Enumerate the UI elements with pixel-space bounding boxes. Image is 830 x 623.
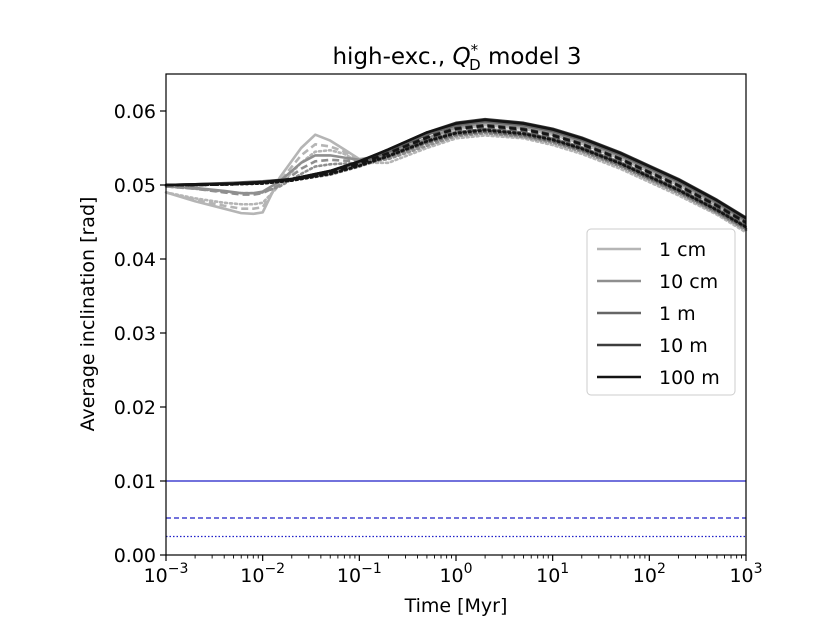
y-tick-label: 0.06 xyxy=(114,101,156,123)
title-prefix: high-exc., xyxy=(332,44,452,70)
x-axis: 10−3 10−2 10−1 100 101 102 103 xyxy=(144,555,763,587)
title-q-symbol: Q xyxy=(452,44,470,70)
y-tick-label: 0.05 xyxy=(114,175,156,197)
series-lines xyxy=(164,117,748,234)
x-tick-label: 10−3 xyxy=(144,561,189,587)
y-tick-label: 0.03 xyxy=(114,323,156,345)
legend-box xyxy=(586,228,736,396)
y-tick-label: 0.01 xyxy=(114,471,156,493)
x-tick-label: 10−1 xyxy=(337,561,382,587)
series-line-1m-dashed xyxy=(166,125,747,226)
legend-label: 100 m xyxy=(659,367,720,389)
y-tick-label: 0.04 xyxy=(114,249,156,271)
series-line-100m-dashed xyxy=(166,124,747,224)
y-axis-label: Average inclination [rad] xyxy=(77,197,99,432)
x-tick-label: 102 xyxy=(633,561,666,587)
legend-label: 1 cm xyxy=(659,239,706,261)
reference-lines xyxy=(166,480,746,538)
y-axis: 0.00 0.01 0.02 0.03 0.04 0.05 0.06 xyxy=(114,101,166,567)
title-q-subscript: D xyxy=(469,56,481,74)
legend-label: 10 m xyxy=(659,335,708,357)
series-line-100m-dotted xyxy=(164,128,748,229)
x-tick-label: 100 xyxy=(439,561,472,587)
title-q-superscript: * xyxy=(471,41,479,59)
x-tick-label: 10−2 xyxy=(240,561,285,587)
legend: 1 cm 10 cm 1 m 10 m 100 m xyxy=(586,228,736,396)
title-suffix: model 3 xyxy=(481,44,582,70)
y-tick-label: 0.00 xyxy=(114,545,156,567)
legend-label: 10 cm xyxy=(659,271,718,293)
y-tick-label: 0.02 xyxy=(114,397,156,419)
series-line-100m-solid xyxy=(165,118,747,220)
chart-title: high-exc., Q* D model 3 xyxy=(332,41,581,74)
x-tick-label: 101 xyxy=(536,561,569,587)
x-tick-label: 103 xyxy=(729,561,762,587)
legend-label: 1 m xyxy=(659,303,696,325)
x-axis-label: Time [Myr] xyxy=(404,595,508,617)
